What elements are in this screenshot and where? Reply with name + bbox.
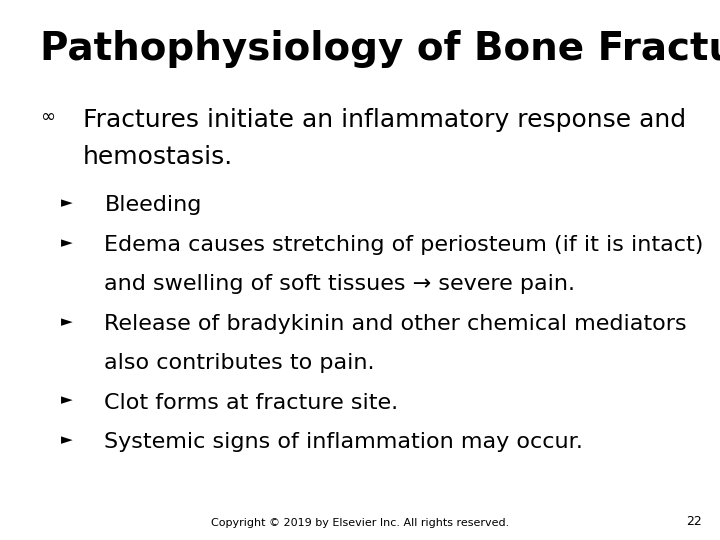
Text: ►: ► xyxy=(61,393,73,408)
Text: hemostasis.: hemostasis. xyxy=(83,145,233,168)
Text: and swelling of soft tissues → severe pain.: and swelling of soft tissues → severe pa… xyxy=(104,274,575,294)
Text: Copyright © 2019 by Elsevier Inc. All rights reserved.: Copyright © 2019 by Elsevier Inc. All ri… xyxy=(211,518,509,528)
Text: Bleeding: Bleeding xyxy=(104,195,202,215)
Text: ►: ► xyxy=(61,432,73,447)
Text: ►: ► xyxy=(61,235,73,250)
Text: Release of bradykinin and other chemical mediators: Release of bradykinin and other chemical… xyxy=(104,314,687,334)
Text: also contributes to pain.: also contributes to pain. xyxy=(104,353,375,373)
Text: Pathophysiology of Bone Fracture: Pathophysiology of Bone Fracture xyxy=(40,30,720,68)
Text: 22: 22 xyxy=(686,515,702,528)
Text: ►: ► xyxy=(61,314,73,329)
Text: Edema causes stretching of periosteum (if it is intact): Edema causes stretching of periosteum (i… xyxy=(104,235,703,255)
Text: Systemic signs of inflammation may occur.: Systemic signs of inflammation may occur… xyxy=(104,432,583,452)
Text: ∞: ∞ xyxy=(40,108,55,126)
Text: Clot forms at fracture site.: Clot forms at fracture site. xyxy=(104,393,399,413)
Text: Fractures initiate an inflammatory response and: Fractures initiate an inflammatory respo… xyxy=(83,108,686,132)
Text: ►: ► xyxy=(61,195,73,211)
